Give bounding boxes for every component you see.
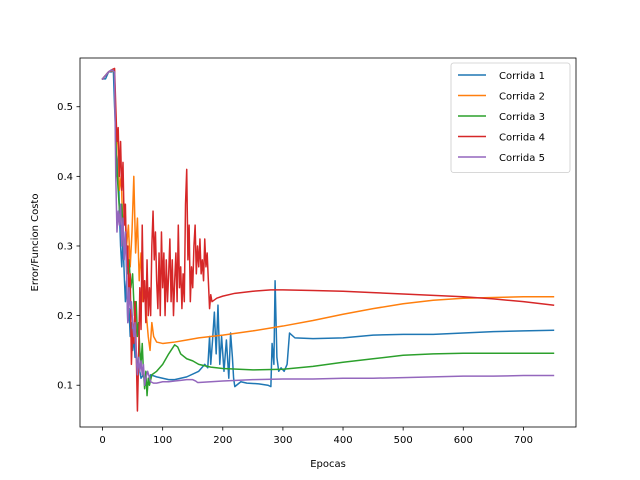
plot-frame	[79, 57, 577, 428]
x-tick-label: 600	[454, 435, 473, 446]
legend: Corrida 1 Corrida 2 Corrida 3 Corrida 4 Corr…	[450, 62, 571, 173]
x-tick-label: 0	[99, 435, 105, 446]
series-line-4	[101, 67, 555, 412]
series-layer	[101, 67, 555, 412]
legend-label-2: Corrida 2	[499, 92, 545, 103]
y-axis-label: Error/Funcion Costo	[30, 194, 41, 292]
y-axis-ticks: 0.1 0.2 0.3 0.4 0.5	[57, 102, 80, 392]
x-tick-label: 200	[213, 435, 232, 446]
series-line-5	[101, 69, 555, 386]
x-tick-label: 100	[153, 435, 172, 446]
y-tick-label: 0.5	[57, 102, 73, 113]
legend-label-4: Corrida 4	[499, 133, 545, 144]
y-tick-label: 0.2	[57, 311, 73, 322]
legend-label-5: Corrida 5	[499, 153, 545, 164]
y-tick-label: 0.3	[57, 241, 73, 252]
x-tick-label: 300	[273, 435, 292, 446]
legend-label-1: Corrida 1	[499, 71, 545, 82]
legend-label-3: Corrida 3	[499, 112, 545, 123]
y-tick-label: 0.4	[57, 172, 73, 183]
x-tick-label: 500	[394, 435, 413, 446]
x-axis-ticks: 0 100 200 300 400 500 600 700	[99, 427, 533, 446]
series-line-1	[101, 69, 555, 388]
legend-frame	[450, 62, 571, 173]
x-tick-label: 400	[333, 435, 352, 446]
x-axis-label: Epocas	[310, 459, 346, 470]
x-tick-label: 700	[514, 435, 533, 446]
y-tick-label: 0.1	[57, 381, 73, 392]
